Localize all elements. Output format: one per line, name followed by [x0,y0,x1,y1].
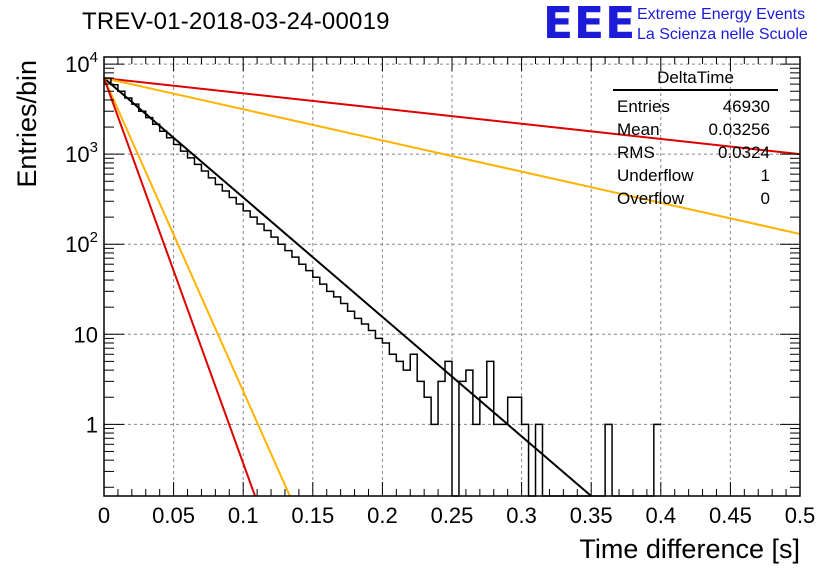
x-tick-label: 0.25 [431,503,474,528]
x-tick-label: 0.4 [646,503,677,528]
stats-row-entries: Entries 46930 [613,95,778,118]
x-tick-label: 0.05 [152,503,195,528]
stats-row-overflow: Overflow 0 [613,187,778,210]
x-tick-label: 0.15 [291,503,334,528]
stats-label: RMS [617,143,655,162]
stats-box: DeltaTime Entries 46930 Mean 0.03256 RMS… [613,68,778,210]
y-axis-label: Entries/bin [12,60,42,188]
stats-label: Mean [617,120,660,139]
stats-value: 0.03256 [708,120,770,139]
stats-label: Entries [617,97,670,116]
y-tick-labels: 1 10 102 103 104 [65,49,98,437]
stats-label: Underflow [617,166,694,185]
stats-value: 0.0324 [718,143,770,162]
fit-curve [103,77,801,156]
y-tick-label: 10 [74,322,98,347]
stats-value: 0 [760,189,770,208]
x-tick-label: 0.5 [785,503,816,528]
x-tick-label: 0.35 [570,503,613,528]
x-axis-label: Time difference [s] [579,534,800,564]
logo-line-1: Extreme Energy Events [637,6,806,23]
fit-curve [103,77,592,497]
x-tick-label: 0.2 [367,503,398,528]
stats-row-mean: Mean 0.03256 [613,118,778,141]
chart-title: TREV-01-2018-03-24-00019 [82,8,390,35]
x-tick-label: 0.45 [709,503,752,528]
stats-row-rms: RMS 0.0324 [613,141,778,164]
y-tick-label: 104 [65,49,98,77]
eee-logo: EEE [543,0,637,49]
stats-title: DeltaTime [613,68,778,91]
y-tick-label: 103 [65,139,98,167]
stats-value: 1 [760,166,770,185]
fit-curves [103,77,801,497]
y-tick-label: 1 [86,412,98,437]
logo-line-2: La Scienza nelle Scuole [637,26,808,43]
stats-label: Overflow [617,189,685,208]
stats-row-underflow: Underflow 1 [613,164,778,187]
fit-curve [103,77,801,235]
x-tick-label: 0.3 [506,503,537,528]
stats-value: 46930 [722,97,770,116]
y-tick-label: 102 [65,229,98,257]
x-tick-labels: 0 0.05 0.1 0.15 0.2 0.25 0.3 0.35 0.4 0.45 0.5 [98,503,815,528]
fit-curve [103,77,256,497]
axis-ticks [103,57,801,496]
x-tick-label: 0.1 [228,503,259,528]
fit-curve [103,77,291,497]
x-tick-label: 0 [98,503,110,528]
